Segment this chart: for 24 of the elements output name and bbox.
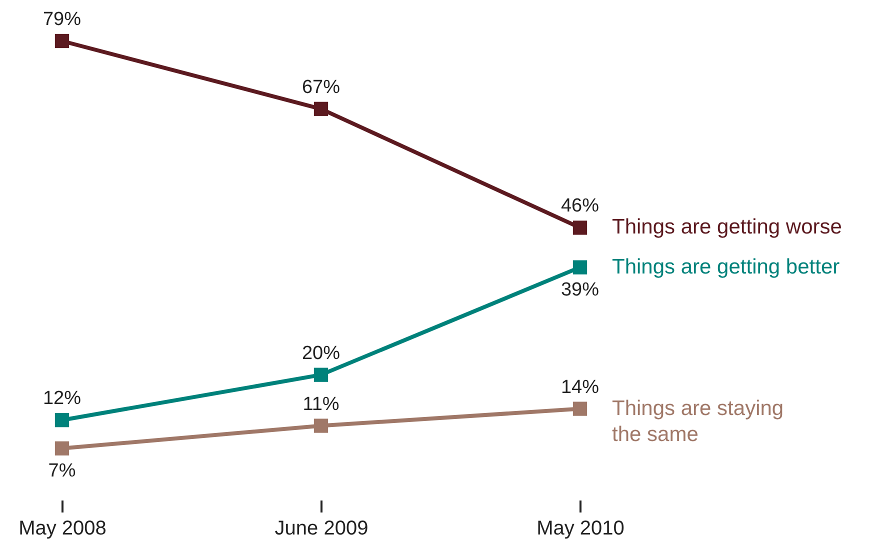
data-label: 79% [42,9,82,30]
point [314,418,328,433]
data-label: 46% [560,196,600,217]
series-label: Things are getting better [612,255,840,278]
series-label: Things are staying the same [612,396,784,446]
x-tick-label: May 2010 [536,518,624,540]
data-label: 20% [302,342,340,364]
data-label: 14% [560,376,600,398]
series-label: Things are getting worse [612,216,842,239]
point [572,402,588,416]
data-label: 7% [48,460,76,482]
point [54,441,70,456]
point [54,34,70,48]
data-label: 39% [560,279,600,300]
point [572,220,588,235]
x-tick-label: June 2009 [274,518,368,540]
data-label: 67% [302,76,340,98]
point [572,260,588,274]
point [314,368,328,382]
data-label: 12% [42,388,82,410]
x-tick-label: May 2008 [18,518,106,540]
data-label: 11% [302,394,340,415]
point [54,413,70,428]
point [314,102,328,116]
